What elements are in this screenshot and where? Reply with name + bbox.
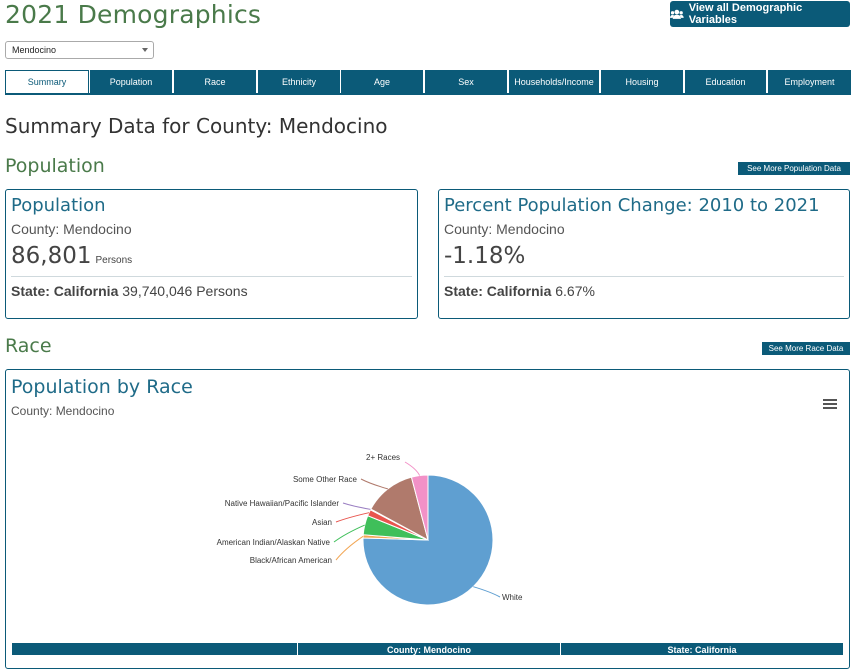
population-value-line: 86,801 Persons: [11, 243, 132, 269]
tab-bar: Summary Population Race Ethnicity Age Se…: [5, 70, 851, 93]
hamburger-menu-icon[interactable]: [823, 397, 837, 411]
see-more-race-button[interactable]: See More Race Data: [762, 342, 850, 355]
tab-sex[interactable]: Sex: [425, 70, 507, 93]
population-change-value: -1.18%: [444, 243, 526, 269]
divider: [11, 276, 412, 277]
tab-label: Housing: [625, 76, 659, 87]
chevron-down-icon: [142, 48, 148, 52]
tab-label: Education: [705, 76, 746, 87]
tab-education[interactable]: Education: [685, 70, 766, 93]
chart-title: Population by Race: [11, 376, 193, 398]
tab-housing[interactable]: Housing: [601, 70, 683, 93]
tab-households-income[interactable]: Households/Income: [509, 70, 599, 93]
tab-label: Summary: [27, 77, 67, 87]
view-all-demographics-button[interactable]: View all Demographic Variables: [670, 1, 850, 27]
population-change-card-county: County: Mendocino: [444, 221, 565, 237]
tab-ethnicity[interactable]: Ethnicity: [258, 70, 340, 93]
population-state-line: State: California 39,740,046 Persons: [11, 283, 248, 299]
population-unit: Persons: [95, 255, 133, 266]
state-value: 6.67%: [555, 283, 595, 299]
tab-label: Population: [109, 76, 153, 87]
view-all-label: View all Demographic Variables: [688, 2, 803, 26]
tab-label: Households/Income: [514, 76, 594, 87]
see-more-population-button[interactable]: See More Population Data: [738, 162, 850, 175]
population-change-state-line: State: California 6.67%: [444, 283, 595, 299]
population-value: 86,801: [11, 243, 92, 269]
divider: [444, 276, 844, 277]
tab-age[interactable]: Age: [341, 70, 423, 93]
tab-label: Race: [204, 76, 226, 87]
race-section-heading: Race: [5, 335, 52, 357]
table-header-state: State: California: [667, 645, 737, 655]
tab-population[interactable]: Population: [90, 70, 172, 93]
summary-heading: Summary Data for County: Mendocino: [5, 114, 388, 138]
race-table-header: County: Mendocino State: California: [12, 643, 843, 655]
county-select-value: Mendocino: [12, 45, 57, 55]
population-change-card: Percent Population Change: 2010 to 2021 …: [438, 189, 850, 319]
table-header-county: County: Mendocino: [387, 645, 471, 655]
race-chart-card: Population by Race County: Mendocino: [5, 369, 850, 669]
state-value: 39,740,046 Persons: [122, 283, 248, 299]
tab-label: Sex: [458, 76, 474, 87]
tab-employment[interactable]: Employment: [768, 70, 851, 93]
population-card-county: County: Mendocino: [11, 221, 132, 237]
tab-summary[interactable]: Summary: [5, 70, 89, 93]
chart-subtitle: County: Mendocino: [11, 404, 115, 418]
tab-race[interactable]: Race: [174, 70, 256, 93]
tab-label: Employment: [784, 76, 835, 87]
population-card: Population County: Mendocino 86,801 Perso…: [5, 189, 418, 319]
page-title: 2021 Demographics: [5, 0, 262, 29]
tab-underline: [5, 93, 851, 95]
county-select[interactable]: Mendocino: [5, 41, 154, 59]
tab-label: Ethnicity: [281, 76, 316, 87]
tab-label: Age: [373, 76, 390, 87]
population-change-card-title: Percent Population Change: 2010 to 2021: [444, 195, 820, 216]
population-card-title: Population: [11, 195, 106, 216]
state-label: State: California: [11, 283, 119, 299]
population-section-heading: Population: [5, 155, 105, 177]
state-label: State: California: [444, 283, 552, 299]
users-icon: [670, 9, 684, 19]
